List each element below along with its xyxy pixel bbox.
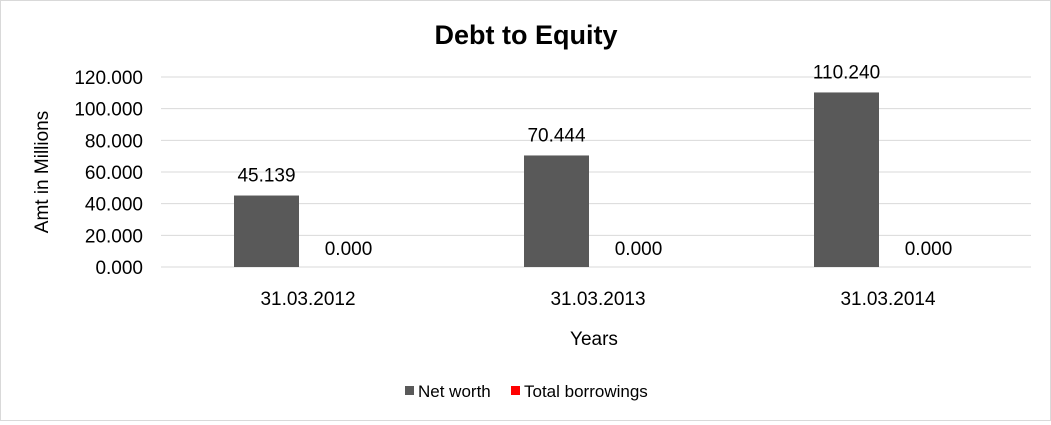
data-label: 110.240 <box>813 62 880 83</box>
chart-title: Debt to Equity <box>435 20 618 50</box>
legend-label: Total borrowings <box>524 382 648 401</box>
data-label: 45.139 <box>237 166 295 187</box>
y-tick-label: 100.000 <box>74 100 143 121</box>
bar-net-worth <box>234 195 299 267</box>
x-tick-label: 31.03.2013 <box>550 289 645 310</box>
y-tick-label: 80.000 <box>85 131 143 152</box>
bar-net-worth <box>524 155 589 267</box>
legend-swatch <box>405 386 414 395</box>
y-tick-label: 40.000 <box>85 195 143 216</box>
data-label: 0.000 <box>905 239 953 260</box>
y-tick-label: 0.000 <box>95 258 143 279</box>
y-tick-label: 120.000 <box>74 68 143 89</box>
x-tick-label: 31.03.2014 <box>840 289 936 310</box>
data-label: 70.444 <box>527 125 586 146</box>
data-label: 0.000 <box>615 239 663 260</box>
legend-label: Net worth <box>418 382 491 401</box>
y-axis-label: Amt in Millions <box>32 111 53 233</box>
y-tick-label: 60.000 <box>85 163 143 184</box>
x-tick-label: 31.03.2012 <box>260 289 355 310</box>
x-axis-label: Years <box>570 329 618 350</box>
data-label: 0.000 <box>325 239 373 260</box>
legend: Net worth Total borrowings <box>405 382 648 401</box>
bar-net-worth <box>814 92 879 267</box>
y-tick-label: 20.000 <box>85 226 143 247</box>
legend-swatch <box>511 386 520 395</box>
